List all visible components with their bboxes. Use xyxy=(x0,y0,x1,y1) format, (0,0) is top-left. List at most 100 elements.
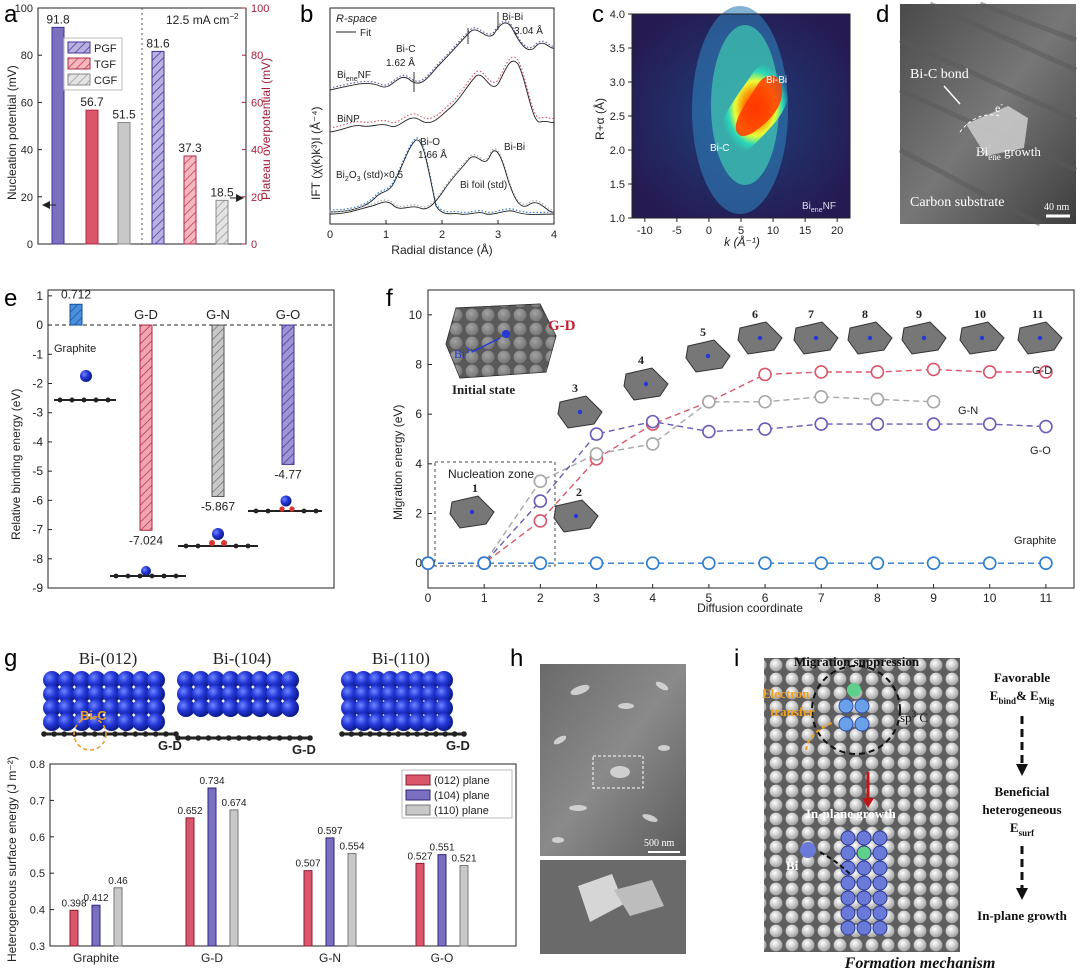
f-x-tick-label: 0 xyxy=(425,591,432,605)
e-category-label: G-O xyxy=(276,307,301,322)
c-sample-label: BieneNF xyxy=(802,201,836,214)
c-x-tick-label: 0 xyxy=(706,225,712,237)
b-curve-label-binp: BiNP xyxy=(337,114,360,125)
f-point-g-n xyxy=(926,394,941,409)
f-state-bi-atom xyxy=(469,509,475,515)
a-bar-right-cgf xyxy=(215,199,229,245)
a-ylabel-left: Nucleation potential (mV) xyxy=(5,65,19,200)
g-struct-sub: G-D xyxy=(158,738,182,753)
a-left-tick-label: 60 xyxy=(21,97,33,109)
g-bar-graphite-0 xyxy=(69,909,79,947)
g-struct-title: Bi-(012) xyxy=(79,649,138,668)
a-right-tick-label: 0 xyxy=(251,239,257,251)
g-bic-label: Bi-C xyxy=(80,708,107,723)
i-growth-atom xyxy=(872,905,888,921)
g-bi-atom xyxy=(367,671,386,689)
b-curve-label-bifoil: Bi foil (std) xyxy=(460,180,507,191)
f-point-g-o xyxy=(814,417,829,431)
g-bi-atom xyxy=(132,713,151,731)
i-sp3-label: sp3 C xyxy=(900,709,928,725)
f-y-tick-label: 2 xyxy=(415,507,422,521)
f-x-tick-label: 2 xyxy=(537,591,544,605)
f-state-bi-atom xyxy=(1037,335,1043,341)
i-flow-1: Favorable xyxy=(994,670,1051,685)
g-carbon-atom xyxy=(122,731,129,737)
f-state-bi-atom xyxy=(573,513,579,519)
g-structures: Bi-(012) G-D Bi-(104) G-D Bi-(110) G-D Bi-C xyxy=(41,649,470,757)
i-flow-2: Beneficial xyxy=(995,784,1050,799)
g-bi-atom xyxy=(191,671,210,689)
g-bi-atom xyxy=(206,699,225,717)
f-y-tick-label: 0 xyxy=(415,556,422,570)
g-carbon-atom xyxy=(236,735,242,741)
g-axis: 0.3 0.4 0.5 0.6 0.7 0.8 xyxy=(30,759,54,953)
g-y-tick-label: 0.5 xyxy=(30,868,45,880)
a-bar-left-pgf xyxy=(51,26,65,245)
f-nucleation-zone-label: Nucleation zone xyxy=(448,467,534,481)
i-caption: Formation mechanism xyxy=(844,955,996,971)
b-x-axis: 0 1 2 3 4 xyxy=(327,220,557,241)
e-category-label: G-N xyxy=(206,307,230,322)
g-bi-atom xyxy=(147,699,165,717)
g-bi-atom xyxy=(102,699,121,717)
f-state-number: 6 xyxy=(752,307,758,321)
f-series-label-go: G-O xyxy=(1030,445,1051,457)
i-growth-atom xyxy=(840,875,856,891)
f-point-g-o xyxy=(926,417,941,431)
g-y-tick-label: 0.7 xyxy=(30,795,45,807)
f-point-g-o xyxy=(982,417,997,431)
g-bar-g-d-2 xyxy=(229,809,239,947)
h-zoom-flake-2 xyxy=(614,880,664,916)
d-arrow-bond xyxy=(943,85,961,105)
g-bi-atom xyxy=(367,713,386,731)
e-bar-g-o xyxy=(281,324,295,465)
f-point-g-d xyxy=(758,367,772,382)
i-growth-atom xyxy=(856,860,872,876)
i-growth-atom xyxy=(840,860,856,876)
c-x-tick-label: 5 xyxy=(738,225,744,237)
e-structure-gn xyxy=(178,528,258,549)
f-state-number: 11 xyxy=(1032,307,1043,321)
f-x-tick-label: 11 xyxy=(1040,591,1053,605)
panel-a-condition: 12.5 mA cm−2 xyxy=(166,12,239,27)
f-point-g-d xyxy=(1039,365,1053,379)
g-legend: (012) plane (104) plane (110) plane xyxy=(401,769,513,819)
f-point-g-n xyxy=(533,474,548,489)
c-x-tick-label: -5 xyxy=(672,225,682,237)
b-ylabel: IFT (χ(k)k³)I (Å⁻⁴) xyxy=(308,106,323,200)
a-legend-label-tgf: TGF xyxy=(94,59,116,71)
c-y-tick-label: 3.5 xyxy=(610,43,625,55)
g-carbon-atom xyxy=(185,735,191,741)
g-carbon-atom xyxy=(112,731,118,737)
b-x-tick-label: 1 xyxy=(383,229,389,241)
g-bar-g-n-0 xyxy=(303,870,313,947)
e-y-tick-label: -1 xyxy=(32,347,43,361)
g-carbon-atom xyxy=(357,731,364,737)
b-x-tick-label: 3 xyxy=(495,229,501,241)
f-point-g-d xyxy=(814,365,829,379)
f-point-graphite xyxy=(982,556,997,570)
a-left-axis: 0 20 40 60 80 100 xyxy=(15,3,42,251)
e-frame xyxy=(47,289,335,589)
g-category-label: Graphite xyxy=(73,951,119,965)
panel-b: b 0 1 2 3 4 Radial distance (Å) IFT (χ(k)k³)… xyxy=(300,1,557,257)
g-bi-atom xyxy=(251,699,270,717)
g-bi-atom xyxy=(191,699,210,717)
i-bi-arrow xyxy=(819,851,853,877)
f-nucleation-zone-box xyxy=(434,461,556,567)
i-growth-atom xyxy=(856,920,872,936)
f-point-graphite xyxy=(645,556,660,570)
panel-g: g Bi-(012)G-DBi-(104)G-DBi-(110)G-DBi-C … xyxy=(4,645,517,965)
h-zoom-flake-1 xyxy=(578,874,624,922)
d-ann-growth: Biene growth xyxy=(976,144,1041,162)
g-bi-atom xyxy=(43,685,61,703)
panel-label-f: f xyxy=(386,285,393,312)
g-value-label: 0.412 xyxy=(83,893,108,904)
a-bar-left-cgf xyxy=(117,121,131,245)
g-bi-atom xyxy=(421,685,440,703)
c-xlabel: k (Å⁻¹) xyxy=(724,234,760,249)
g-bi-atom xyxy=(421,713,440,731)
d-scale-label: 40 nm xyxy=(1044,202,1070,213)
g-bi-atom xyxy=(72,685,91,703)
a-bar-right-label: 37.3 xyxy=(178,141,202,155)
